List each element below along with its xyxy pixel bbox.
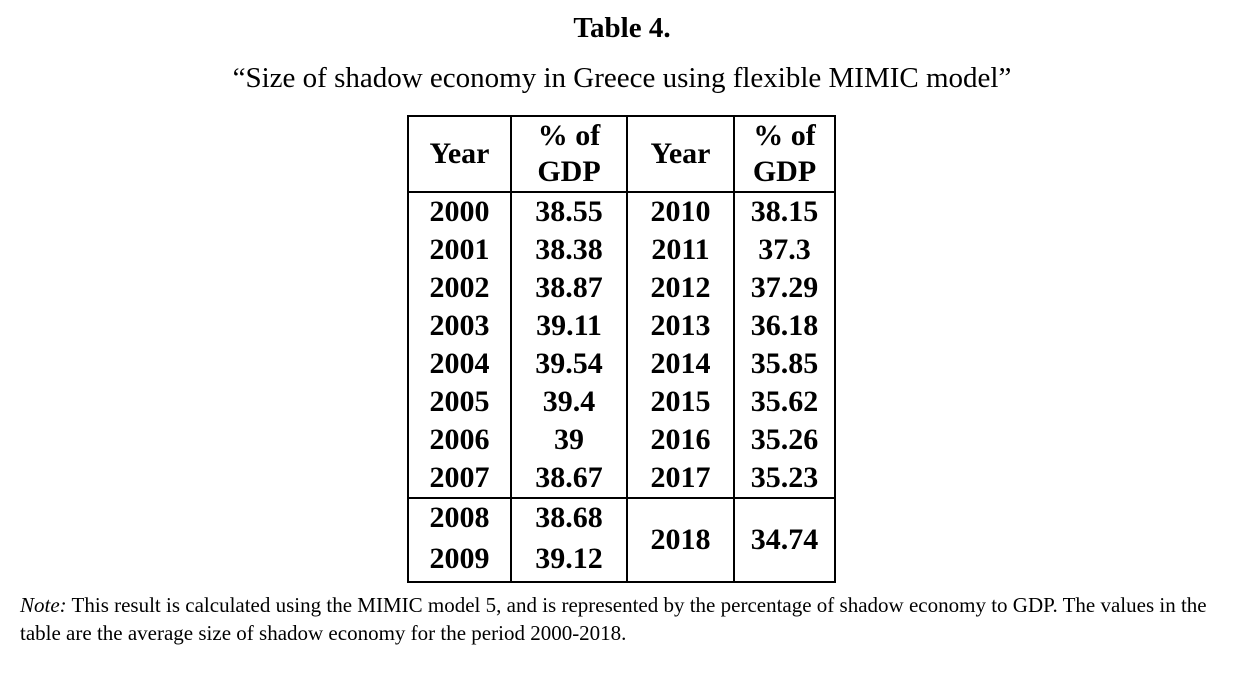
header-year-right: Year: [626, 115, 735, 193]
header-gdp-left: % of GDP: [510, 115, 628, 193]
year-cell: 2008: [407, 497, 512, 537]
year-cell: 2017: [626, 459, 735, 498]
table-row: 2006 39 2016 35.26: [407, 421, 836, 459]
value-cell: 39: [510, 421, 628, 459]
year-cell: 2016: [626, 421, 735, 459]
table-row: 2000 38.55 2010 38.15: [407, 191, 836, 231]
year-cell: 2006: [407, 421, 512, 459]
table-header-row: Year % of GDP Year % of GDP: [407, 115, 836, 193]
value-cell: 38.68: [510, 497, 628, 537]
header-year-left: Year: [407, 115, 512, 193]
table-row: 2009 39.12: [407, 537, 835, 583]
value-cell: 35.62: [733, 383, 836, 421]
year-cell: 2000: [407, 191, 512, 231]
year-cell: 2010: [626, 191, 735, 231]
value-cell: 39.4: [510, 383, 628, 421]
year-cell: 2005: [407, 383, 512, 421]
table-subtitle: “Size of shadow economy in Greece using …: [232, 62, 1012, 94]
year-cell: 2015: [626, 383, 735, 421]
value-cell: 37.29: [733, 269, 836, 307]
value-cell: 39.54: [510, 345, 628, 383]
table-row: 2003 39.11 2013 36.18: [407, 307, 836, 345]
value-cell: 38.67: [510, 459, 628, 498]
table-row: 2002 38.87 2012 37.29: [407, 269, 836, 307]
value-cell: 34.74: [733, 497, 836, 583]
value-cell: 35.85: [733, 345, 836, 383]
year-cell: 2018: [626, 497, 735, 583]
value-cell: 38.15: [733, 191, 836, 231]
year-cell: 2012: [626, 269, 735, 307]
year-cell: 2004: [407, 345, 512, 383]
year-cell: 2001: [407, 231, 512, 269]
value-cell: 38.87: [510, 269, 628, 307]
value-cell: 35.26: [733, 421, 836, 459]
note-text: This result is calculated using the MIMI…: [20, 593, 1207, 645]
year-cell: 2014: [626, 345, 735, 383]
year-cell: 2013: [626, 307, 735, 345]
year-cell: 2007: [407, 459, 512, 498]
value-cell: 37.3: [733, 231, 836, 269]
table-row: 2001 38.38 2011 37.3: [407, 231, 836, 269]
year-cell: 2002: [407, 269, 512, 307]
year-cell: 2003: [407, 307, 512, 345]
header-gdp-right: % of GDP: [733, 115, 836, 193]
note-lead: Note:: [20, 593, 67, 617]
table-row: 2005 39.4 2015 35.62: [407, 383, 836, 421]
value-cell: 39.11: [510, 307, 628, 345]
year-cell: 2009: [407, 537, 512, 583]
value-cell: 38.55: [510, 191, 628, 231]
table-title: Table 4.: [573, 12, 671, 44]
table-note: Note: This result is calculated using th…: [20, 591, 1230, 647]
shadow-economy-table: Year % of GDP Year % of GDP 2000 38.55 2…: [407, 115, 836, 583]
table-row: 2007 38.67 2017 35.23: [407, 459, 836, 498]
table-row: 2008 38.68 2018 34.74: [407, 497, 836, 583]
value-cell: 39.12: [510, 537, 628, 583]
year-cell: 2011: [626, 231, 735, 269]
value-cell: 36.18: [733, 307, 836, 345]
table-row: 2004 39.54 2014 35.85: [407, 345, 836, 383]
value-cell: 38.38: [510, 231, 628, 269]
value-cell: 35.23: [733, 459, 836, 498]
